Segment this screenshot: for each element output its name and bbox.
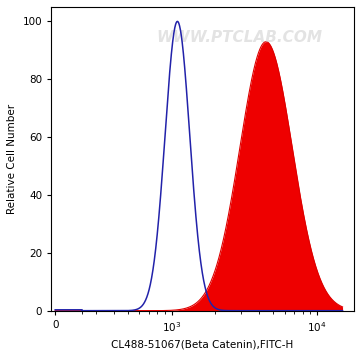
X-axis label: CL488-51067(Beta Catenin),FITC-H: CL488-51067(Beta Catenin),FITC-H [112,339,294,349]
Y-axis label: Relative Cell Number: Relative Cell Number [7,104,17,214]
Text: WWW.PTCLAB.COM: WWW.PTCLAB.COM [156,30,322,45]
